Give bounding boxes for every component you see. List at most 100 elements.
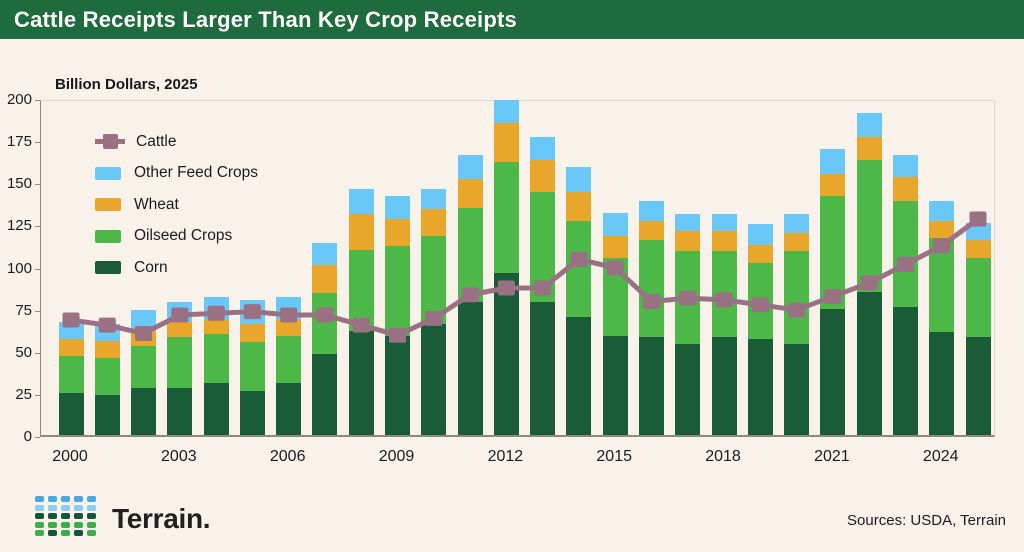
legend-label: Oilseed Crops <box>134 227 233 245</box>
y-axis-tick-mark <box>35 142 40 144</box>
y-axis-tick-label: 100 <box>6 259 32 277</box>
bar-segment-other-feed-crops <box>239 300 265 324</box>
logo-dot <box>61 513 70 519</box>
legend-item-cattle: Cattle <box>95 126 258 158</box>
bar-segment-other-feed-crops <box>58 322 84 339</box>
logo-dot <box>48 521 57 528</box>
bar-segment-wheat <box>856 136 882 161</box>
y-axis-tick-mark <box>35 437 40 438</box>
y-axis-tick-label: 150 <box>6 175 32 193</box>
bar-segment-oilseed-crops <box>965 258 991 338</box>
bar-segment-corn <box>203 382 229 435</box>
y-axis-tick-label: 25 <box>15 385 32 403</box>
bar-segment-corn <box>493 273 519 435</box>
bar-segment-other-feed-crops <box>348 189 374 215</box>
logo-dot <box>87 521 96 528</box>
bar-segment-wheat <box>638 221 664 240</box>
bar-segment-other-feed-crops <box>711 214 737 232</box>
bar-segment-corn <box>892 306 918 435</box>
logo-dot <box>87 496 96 502</box>
bar-segment-oilseed-crops <box>856 160 882 292</box>
bar-segment-other-feed-crops <box>929 200 955 222</box>
logo-dot <box>61 521 70 528</box>
bar-segment-oilseed-crops <box>566 221 592 318</box>
legend-item-oilseed-crops: Oilseed Crops <box>95 221 258 253</box>
logo-dot <box>74 496 83 502</box>
bar-segment-other-feed-crops <box>493 99 519 124</box>
y-axis-tick-mark <box>35 394 40 396</box>
logo-dot <box>87 504 96 511</box>
bar-segment-other-feed-crops <box>203 296 229 321</box>
bar-segment-other-feed-crops <box>602 212 628 237</box>
bar-segment-corn <box>784 344 810 435</box>
bar-segment-wheat <box>566 192 592 222</box>
legend-swatch-icon <box>95 166 121 180</box>
y-axis-tick-label: 50 <box>15 343 32 361</box>
bar-segment-oilseed-crops <box>131 345 157 388</box>
bar-segment-corn <box>711 337 737 435</box>
logo-dot <box>74 530 83 536</box>
bar-segment-wheat <box>747 244 773 264</box>
bar-segment-wheat <box>348 214 374 250</box>
bar-segment-wheat <box>58 338 84 356</box>
y-axis-tick-label: 175 <box>6 133 32 151</box>
bar-segment-oilseed-crops <box>530 192 556 302</box>
legend-swatch-icon <box>95 229 121 243</box>
bar-segment-corn <box>131 387 157 435</box>
y-axis-tick-mark <box>35 100 40 101</box>
logo-dot <box>35 530 44 536</box>
sources-note: Sources: USDA, Terrain <box>847 512 1006 529</box>
bar-segment-oilseed-crops <box>167 337 193 388</box>
bar-segment-oilseed-crops <box>239 342 265 392</box>
bar-segment-corn <box>638 337 664 435</box>
bar-segment-corn <box>58 392 84 435</box>
logo-dot <box>61 496 70 502</box>
bar-segment-corn <box>348 330 374 435</box>
x-axis-tick-label: 2006 <box>269 448 306 465</box>
bar-segment-wheat <box>711 231 737 252</box>
bar-segment-oilseed-crops <box>421 236 447 324</box>
x-axis-tick-label: 2018 <box>705 448 741 465</box>
y-axis-tick-mark <box>35 226 40 228</box>
bar-segment-oilseed-crops <box>312 293 338 355</box>
y-axis-tick-label: 0 <box>23 428 32 445</box>
bar-segment-oilseed-crops <box>929 237 955 333</box>
bar-segment-other-feed-crops <box>131 310 157 331</box>
bar-segment-oilseed-crops <box>203 333 229 383</box>
bar-segment-other-feed-crops <box>421 189 447 210</box>
bar-segment-oilseed-crops <box>457 207 483 302</box>
bar-segment-wheat <box>530 160 556 193</box>
brand-wordmark: Terrain. <box>112 503 211 534</box>
logo-dot <box>74 513 83 519</box>
legend-label: Other Feed Crops <box>134 164 259 182</box>
bar-segment-wheat <box>94 340 120 358</box>
bar-segment-other-feed-crops <box>94 323 120 341</box>
legend-swatch-icon <box>95 198 121 212</box>
bar-segment-corn <box>820 308 846 435</box>
bar-segment-oilseed-crops <box>784 251 810 345</box>
bar-segment-wheat <box>276 320 302 336</box>
logo-dot <box>87 513 96 519</box>
x-axis-tick-label: 2009 <box>378 448 415 465</box>
bar-segment-oilseed-crops <box>638 239 664 338</box>
bar-segment-other-feed-crops <box>385 195 411 220</box>
bar-segment-oilseed-crops <box>94 357 120 395</box>
bar-segment-wheat <box>203 320 229 334</box>
bar-segment-oilseed-crops <box>675 251 701 345</box>
legend-line-marker-icon <box>95 134 125 150</box>
legend-item-corn: Corn <box>95 252 258 284</box>
x-axis-tick-label: 2003 <box>161 448 197 465</box>
x-axis-tick-label: 2000 <box>52 448 88 465</box>
bar-segment-corn <box>421 323 447 435</box>
bar-segment-corn <box>965 337 991 435</box>
logo-dot <box>48 504 57 511</box>
bar-segment-other-feed-crops <box>965 222 991 240</box>
page-title: Cattle Receipts Larger Than Key Crop Rec… <box>14 6 517 32</box>
bar-segment-other-feed-crops <box>312 242 338 265</box>
legend-label: Corn <box>134 258 168 276</box>
bar-segment-other-feed-crops <box>856 113 882 137</box>
bar-segment-oilseed-crops <box>58 355 84 393</box>
bar-segment-wheat <box>784 232 810 252</box>
y-axis-tick-label: 125 <box>6 217 32 235</box>
bar-segment-wheat <box>167 322 193 338</box>
